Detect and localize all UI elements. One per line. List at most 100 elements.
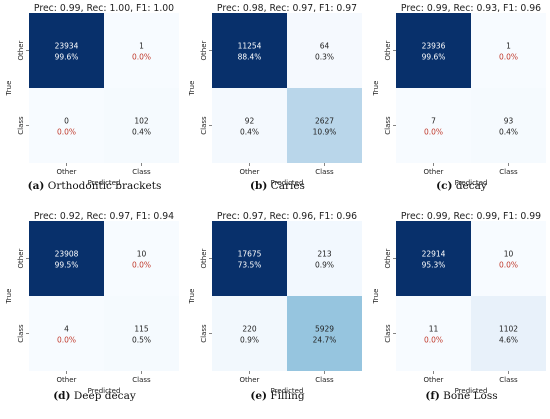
x-tick-label: Class	[499, 376, 518, 384]
caption-text: Filling	[270, 390, 305, 402]
cell-percent-label: 0.4%	[132, 128, 151, 137]
caption-text: Bone Loss	[443, 390, 498, 402]
caption-text: Deep decay	[73, 390, 136, 402]
heatmap-cell	[212, 296, 287, 371]
heatmap-cell	[29, 13, 104, 88]
cell-percent-label: 24.7%	[313, 336, 337, 345]
y-axis-label: True	[372, 81, 380, 97]
x-axis-label: Predicted	[271, 387, 304, 395]
x-tick-label: Class	[132, 376, 151, 384]
caption-label: (a)	[27, 180, 45, 192]
heatmap-cell	[471, 88, 546, 163]
heatmap-cell	[212, 88, 287, 163]
cell-percent-label: 0.0%	[424, 128, 443, 137]
cell-percent-label: 0.0%	[499, 53, 518, 62]
caption-label: (d)	[53, 390, 71, 402]
heatmap-cell	[104, 13, 179, 88]
cell-percent-label: 99.6%	[422, 53, 446, 62]
caption-text: decay	[455, 180, 487, 192]
y-tick-label: Class	[384, 116, 392, 135]
x-tick-label: Class	[499, 168, 518, 176]
heatmap-cell	[104, 88, 179, 163]
heatmap-cell	[287, 296, 362, 371]
x-tick-label: Other	[424, 376, 444, 384]
x-axis-label: Predicted	[88, 179, 121, 187]
cell-percent-label: 0.0%	[57, 336, 76, 345]
heatmap-cell	[212, 221, 287, 296]
y-tick-label: Other	[17, 248, 25, 268]
x-tick-label: Other	[240, 376, 260, 384]
confusion-matrix-panel: Prec: 0.92, Rec: 0.97, F1: 0.94 23908 99.5…	[5, 211, 179, 395]
caption-label: (c)	[436, 180, 453, 192]
cell-percent-label: 0.0%	[132, 261, 151, 270]
caption-text: Caries	[270, 180, 305, 192]
cell-count-label: 213	[317, 250, 332, 259]
cell-percent-label: 0.0%	[499, 261, 518, 270]
panel-caption: (f) Bone Loss	[370, 390, 550, 402]
confusion-matrix-panel: Prec: 0.99, Rec: 0.99, F1: 0.99 22914 95.3…	[372, 211, 546, 395]
y-tick-label: Other	[17, 40, 25, 60]
chart-title: Prec: 0.99, Rec: 0.99, F1: 0.99	[401, 211, 541, 222]
x-tick-label: Class	[132, 168, 151, 176]
cell-percent-label: 0.4%	[499, 128, 518, 137]
cell-count-label: 23936	[422, 42, 446, 51]
cell-count-label: 17675	[238, 250, 262, 259]
heatmap-cell	[396, 88, 471, 163]
heatmap-cell	[287, 13, 362, 88]
cell-count-label: 11	[429, 325, 439, 334]
y-axis-label: True	[5, 289, 13, 305]
cell-count-label: 22914	[422, 250, 446, 259]
heatmap-cell	[471, 296, 546, 371]
x-axis-label: Predicted	[271, 179, 304, 187]
cell-percent-label: 0.0%	[57, 128, 76, 137]
cell-count-label: 220	[242, 325, 257, 334]
y-tick-label: Class	[200, 116, 208, 135]
cell-count-label: 102	[134, 117, 149, 126]
cell-percent-label: 10.9%	[313, 128, 337, 137]
cell-count-label: 115	[134, 325, 149, 334]
cell-count-label: 1102	[499, 325, 518, 334]
cell-percent-label: 4.6%	[499, 336, 518, 345]
y-tick-label: Class	[17, 116, 25, 135]
y-tick-label: Other	[200, 248, 208, 268]
heatmap-cell	[104, 296, 179, 371]
heatmap-cell	[287, 221, 362, 296]
panel-caption: (a) Orthodontic brackets	[3, 180, 186, 192]
cell-count-label: 64	[320, 42, 330, 51]
chart-title: Prec: 0.97, Rec: 0.96, F1: 0.96	[217, 211, 357, 222]
chart-title: Prec: 0.99, Rec: 1.00, F1: 1.00	[34, 3, 174, 14]
y-tick-label: Other	[384, 248, 392, 268]
x-axis-label: Predicted	[455, 387, 488, 395]
cell-count-label: 2627	[315, 117, 334, 126]
cell-percent-label: 99.5%	[55, 261, 79, 270]
y-tick-label: Other	[200, 40, 208, 60]
x-tick-label: Other	[57, 376, 77, 384]
cell-count-label: 23908	[55, 250, 79, 259]
y-tick-label: Class	[200, 324, 208, 343]
heatmap-cell	[29, 88, 104, 163]
heatmap-cell	[287, 88, 362, 163]
heatmap-cell	[396, 221, 471, 296]
heatmap-cell	[29, 221, 104, 296]
caption-label: (f)	[425, 390, 440, 402]
cell-percent-label: 99.6%	[55, 53, 79, 62]
cell-count-label: 7	[431, 117, 436, 126]
confusion-matrix-panel: Prec: 0.99, Rec: 0.93, F1: 0.96 23936 99.6…	[372, 3, 546, 187]
cell-count-label: 5929	[315, 325, 334, 334]
cell-count-label: 0	[64, 117, 69, 126]
cell-percent-label: 95.3%	[422, 261, 446, 270]
chart-title: Prec: 0.98, Rec: 0.97, F1: 0.97	[217, 3, 357, 14]
panel-caption: (e) Filling	[186, 390, 369, 402]
panel-caption: (c) decay	[370, 180, 550, 192]
cell-percent-label: 73.5%	[238, 261, 262, 270]
y-axis-label: True	[188, 81, 196, 97]
cell-count-label: 23934	[55, 42, 79, 51]
panel-caption: (b) Caries	[186, 180, 369, 192]
cell-count-label: 1	[139, 42, 144, 51]
confusion-matrix-panel: Prec: 0.98, Rec: 0.97, F1: 0.97 11254 88.4…	[188, 3, 362, 187]
cell-percent-label: 88.4%	[238, 53, 262, 62]
caption-text: Orthodontic brackets	[47, 180, 162, 192]
x-axis-label: Predicted	[88, 387, 121, 395]
panel-caption: (d) Deep decay	[3, 390, 186, 402]
heatmap-cell	[396, 296, 471, 371]
